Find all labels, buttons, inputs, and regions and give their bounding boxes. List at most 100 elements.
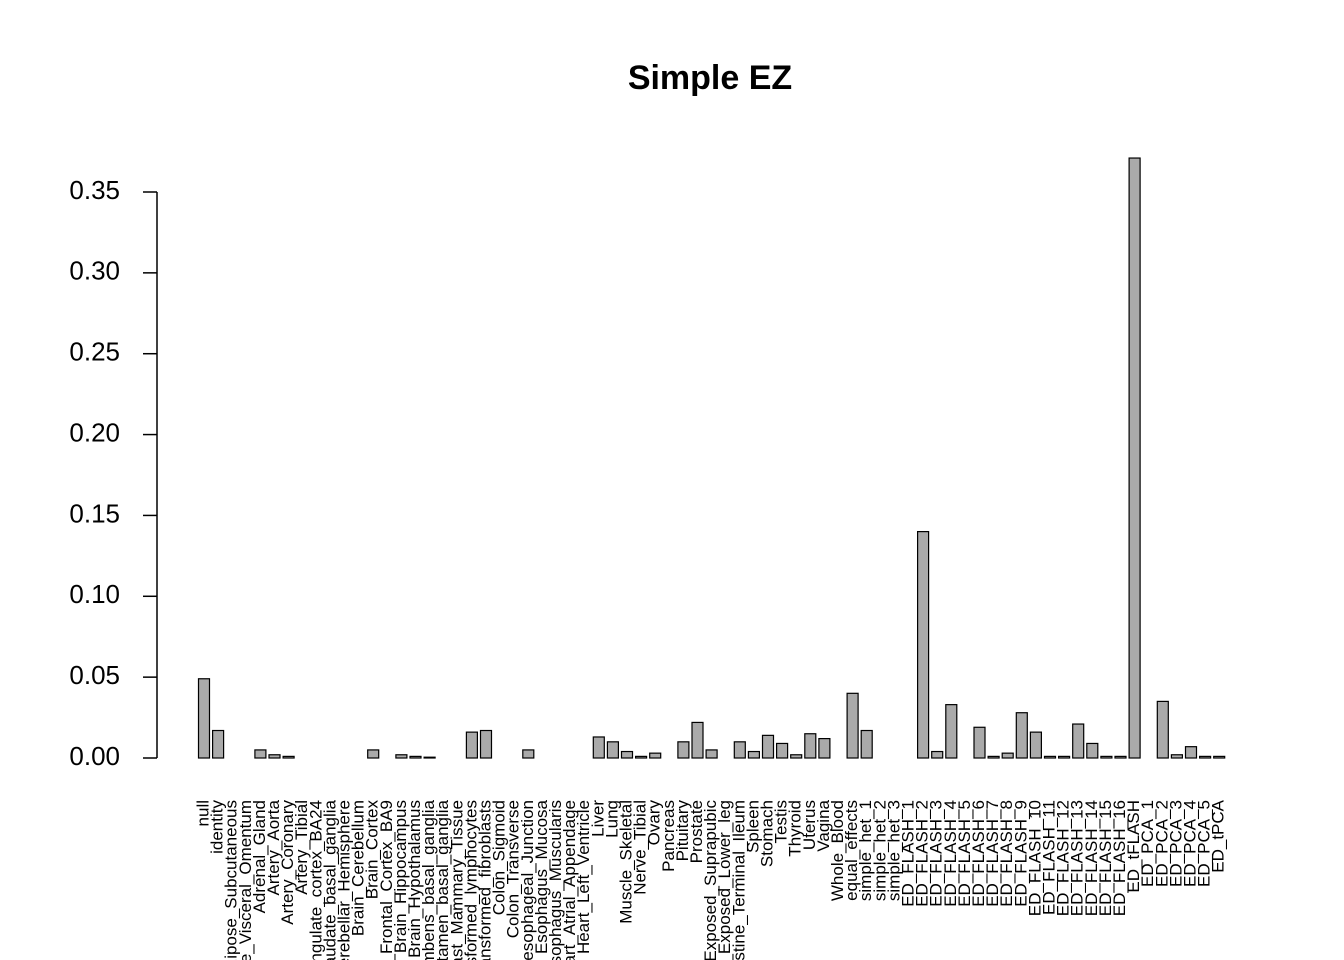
bar	[1086, 742, 1099, 759]
bar	[479, 729, 493, 759]
x-tick-label: Muscle_Skeletal	[616, 800, 635, 924]
x-tick-label: ED_FLASH_1	[898, 800, 917, 907]
x-tick-label: Prostate	[687, 800, 706, 863]
bar	[987, 755, 1000, 759]
x-tick-label: Skin_Not_Sun_Exposed_Suprapubic	[701, 800, 720, 960]
x-tick-label: Thyroid	[786, 800, 805, 857]
x-tick-label: ED_tFLASH	[1124, 800, 1143, 893]
bar	[212, 729, 225, 759]
y-tick-label: 0.00	[69, 741, 120, 771]
bar	[860, 729, 873, 759]
bar	[282, 755, 295, 759]
x-tick-label: ED_FLASH_6	[969, 800, 988, 907]
bar	[1057, 755, 1071, 759]
x-tick-label: Brain_Frontal_Cortex_BA9	[377, 800, 396, 960]
y-tick-label: 0.35	[69, 175, 120, 205]
y-tick-label: 0.30	[69, 256, 120, 286]
bar	[973, 726, 986, 759]
bar	[197, 678, 211, 759]
bar	[677, 741, 690, 759]
x-tick-label: ED_PCA_4	[1180, 800, 1199, 887]
x-tick-label: Brain_Hippocampus	[391, 800, 410, 953]
x-tick-label: ED_FLASH_11	[1039, 800, 1058, 915]
x-tick-label: Cells_EBV-transformed_lymphocytes	[461, 800, 480, 960]
bar	[691, 721, 704, 759]
x-tick-label: Colon_Sigmoid	[490, 800, 509, 915]
bar	[1156, 700, 1169, 759]
x-tick-label: Brain_Cerebellum	[349, 800, 368, 936]
x-tick-label: Pituitary	[673, 800, 692, 862]
x-tick-label: ED_PCA_5	[1195, 800, 1214, 887]
y-tick-label: 0.10	[69, 579, 120, 609]
x-tick-label: Heart_Left_Ventricle	[574, 800, 593, 954]
x-tick-label: Esophagus_Muscularis	[546, 800, 565, 960]
bar	[761, 734, 775, 759]
x-tick-label: Brain_Anterior_cingulate_cortex_BA24	[306, 800, 325, 960]
y-tick-label: 0.15	[69, 498, 120, 528]
x-tick-label: Nerve_Tibial	[631, 800, 650, 895]
y-tick-label: 0.20	[69, 417, 120, 447]
y-tick-label: 0.25	[69, 337, 120, 367]
x-tick-label: Artery_Aorta	[264, 799, 283, 895]
x-tick-label: Skin_Sun_Exposed_Lower_leg	[715, 800, 734, 960]
x-tick-label: Stomach	[757, 800, 776, 867]
bar	[409, 755, 422, 759]
x-tick-label: Adrenal_Gland	[250, 800, 269, 913]
bar	[1043, 755, 1057, 759]
bar	[367, 749, 380, 759]
x-tick-label: ED_FLASH_13	[1068, 800, 1087, 916]
x-tick-label: Pancreas	[659, 800, 678, 872]
x-tick-label: Vagina	[814, 799, 833, 851]
x-tick-label: Brain_Cortex	[363, 800, 382, 900]
x-tick-label: ED_FLASH_10	[1025, 800, 1044, 916]
bar	[1100, 755, 1113, 759]
x-tick-label: identity	[208, 800, 227, 854]
x-tick-label: Heart_Atrial_Appendage	[560, 800, 579, 960]
bar	[254, 749, 267, 759]
x-tick-label: simple_het_2	[870, 800, 889, 901]
x-tick-label: Artery_Coronary	[278, 800, 297, 925]
x-tick-label: ED_FLASH_8	[997, 800, 1016, 907]
x-tick-label: Small_Intestine_Terminal_Ileum	[729, 800, 748, 960]
x-tick-label: Testis	[772, 800, 791, 843]
x-tick-label: equal_effects	[842, 800, 861, 901]
x-tick-label: ED_tPCA	[1209, 799, 1228, 872]
bar	[1128, 157, 1141, 759]
bar	[705, 749, 718, 759]
bar	[423, 756, 436, 759]
bar	[1198, 755, 1212, 759]
x-tick-label: ED_PCA_2	[1152, 800, 1171, 887]
bar	[620, 750, 634, 759]
bar	[592, 736, 605, 759]
bar	[606, 741, 620, 759]
bar	[1072, 723, 1085, 759]
x-tick-label: ED_FLASH_2	[913, 800, 932, 907]
bar	[931, 750, 944, 759]
bar	[649, 752, 662, 759]
bar	[945, 704, 958, 759]
bar	[395, 754, 408, 759]
x-tick-label: ED_PCA_3	[1166, 800, 1185, 887]
x-tick-label: Breast_Mammary_Tissue	[447, 800, 466, 960]
x-tick-label: Esophagus_Mucosa	[532, 799, 551, 954]
x-tick-label: Ovary	[645, 800, 664, 846]
x-tick-label: Esophagus_Gastroesophageal_Junction	[518, 800, 537, 960]
bar	[1015, 712, 1028, 759]
x-tick-label: ED_FLASH_9	[1011, 800, 1030, 907]
bar	[465, 731, 478, 759]
x-tick-label: Colon_Transverse	[504, 800, 523, 938]
bar	[634, 755, 648, 759]
x-tick-label: Brain_Nucleus_accumbens_basal_ganglia	[419, 799, 438, 960]
chart-title: Simple EZ	[628, 59, 792, 97]
x-tick-label: Artery_Tibial	[292, 800, 311, 895]
x-tick-label: Whole_Blood	[828, 800, 847, 901]
x-tick-label: Cells_Transformed_fibroblasts	[475, 800, 494, 960]
x-tick-label: Brain_Putamen_basal_ganglia	[433, 799, 452, 960]
x-tick-label: Uterus	[800, 800, 819, 850]
x-tick-label: simple_het_3	[884, 800, 903, 901]
x-tick-label: ED_FLASH_3	[927, 800, 946, 907]
bar	[775, 742, 789, 759]
bar	[733, 741, 746, 759]
x-tick-label: Spleen	[743, 800, 762, 853]
